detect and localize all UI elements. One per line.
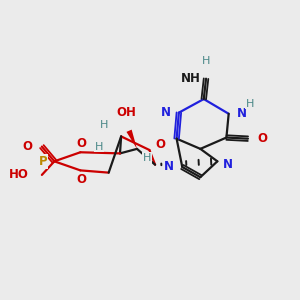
Text: OH: OH bbox=[117, 106, 137, 119]
Text: H: H bbox=[100, 120, 109, 130]
Text: HO: HO bbox=[8, 168, 28, 182]
Text: P: P bbox=[39, 155, 47, 168]
Text: O: O bbox=[76, 137, 86, 150]
Text: H: H bbox=[143, 153, 152, 163]
Text: H: H bbox=[202, 56, 210, 66]
Text: N: N bbox=[237, 107, 247, 120]
Text: H: H bbox=[94, 142, 103, 152]
Text: N: N bbox=[164, 160, 174, 173]
Text: H: H bbox=[246, 99, 254, 109]
Polygon shape bbox=[127, 130, 137, 149]
Text: O: O bbox=[76, 173, 86, 186]
Text: N: N bbox=[223, 158, 233, 171]
Text: O: O bbox=[23, 140, 33, 153]
Text: O: O bbox=[155, 138, 165, 151]
Text: NH: NH bbox=[181, 72, 200, 85]
Text: N: N bbox=[161, 106, 171, 119]
Text: O: O bbox=[257, 132, 267, 145]
